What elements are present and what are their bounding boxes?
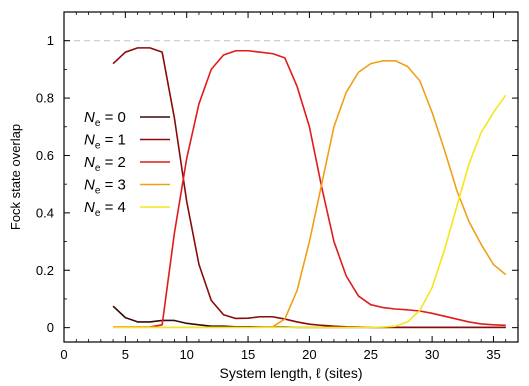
y-axis-title: Fock state overlap <box>8 124 23 230</box>
y-tick-label: 0.6 <box>36 148 54 163</box>
y-tick-label: 0.2 <box>36 263 54 278</box>
x-axis-title: System length, ℓ (sites) <box>219 365 362 381</box>
y-tick-label: 0.8 <box>36 91 54 106</box>
x-tick-label: 10 <box>179 347 193 362</box>
y-tick-label: 1 <box>47 33 54 48</box>
legend-label-ne-3: Ne = 3 <box>84 177 126 197</box>
plot-frame <box>63 11 519 343</box>
x-tick-label: 25 <box>364 347 378 362</box>
series-line-ne-2 <box>113 49 506 328</box>
x-tick-label: 20 <box>302 347 316 362</box>
y-tick-label: 0.4 <box>36 205 54 220</box>
series-group <box>112 47 507 329</box>
legend: Ne = 0 Ne = 1Ne = 2 Ne = 3Ne = 4 <box>84 109 170 219</box>
legend-label-ne-4: Ne = 4 <box>84 199 126 219</box>
x-tick-label: 5 <box>122 347 129 362</box>
legend-label-ne-0: Ne = 0 <box>84 109 126 129</box>
x-tick-label: 35 <box>486 347 500 362</box>
series-line-ne-4 <box>113 94 507 329</box>
x-tick-label: 0 <box>60 347 67 362</box>
x-tick-label: 30 <box>425 347 439 362</box>
legend-label-ne-2: Ne = 2 <box>84 154 126 174</box>
y-tick-label: 0 <box>47 320 54 335</box>
x-tick-label: 15 <box>241 347 255 362</box>
series-line-ne-1 <box>112 47 506 329</box>
legend-label-ne-1: Ne = 1 <box>84 132 126 152</box>
